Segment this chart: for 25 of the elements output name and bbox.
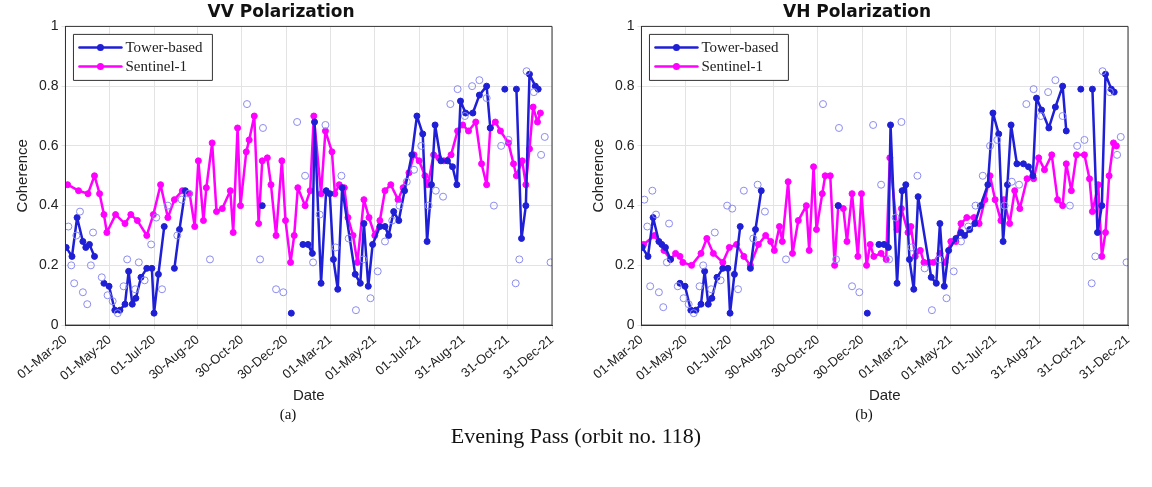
legend-label: Tower-based [701, 39, 779, 56]
legend-label: Sentinel-1 [125, 58, 188, 75]
y-tick-label: 1 [50, 17, 59, 34]
chart-title: VH Polarization [782, 0, 932, 21]
text: Evening Pass (orbit no. 118) [449, 423, 703, 449]
y-tick-label: 0.2 [38, 256, 59, 273]
y-tick-label: 0 [626, 315, 635, 332]
y-tick-label: 0.6 [614, 136, 635, 153]
chart-title: VV Polarization [207, 0, 355, 21]
y-axis-title: Coherence [13, 139, 31, 213]
legend-label: Tower-based [125, 39, 203, 56]
y-tick-label: 0 [50, 315, 59, 332]
legend-label: Sentinel-1 [701, 58, 764, 75]
y-tick-label: 1 [626, 17, 635, 34]
y-tick-label: 0.8 [38, 77, 59, 93]
y-tick-label: 0.4 [38, 196, 59, 213]
y-tick-label: 0.8 [614, 77, 635, 93]
x-axis-title: Date [868, 386, 901, 404]
y-tick-label: 0.6 [38, 136, 59, 153]
x-axis-title: Date [292, 386, 325, 404]
y-tick-label: 0.2 [614, 256, 635, 273]
y-tick-label: 0.4 [614, 196, 635, 213]
y-axis-title: Coherence [589, 139, 607, 213]
text: (b) [855, 405, 873, 423]
text: (a) [279, 405, 297, 423]
